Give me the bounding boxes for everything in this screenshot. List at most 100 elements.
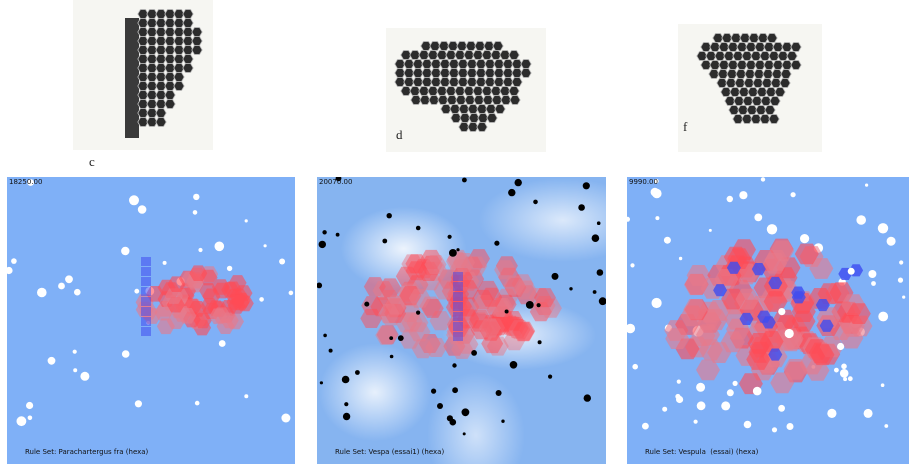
comb-cell <box>182 63 194 73</box>
particle <box>880 383 885 387</box>
particle <box>509 361 518 369</box>
comb-cell <box>762 69 774 79</box>
comb-cell <box>763 60 775 70</box>
particle <box>244 394 249 399</box>
particle <box>696 382 706 392</box>
comb-cell <box>754 60 766 70</box>
particle <box>397 335 404 341</box>
comb-cell-blue <box>768 348 783 361</box>
pillar-cell <box>453 302 463 311</box>
particle <box>514 178 522 187</box>
photo-f <box>678 24 822 152</box>
comb-cell <box>403 77 415 87</box>
comb-cell <box>212 282 231 299</box>
particle <box>596 269 604 276</box>
pillar-cell <box>141 327 151 336</box>
comb-cell <box>771 69 783 79</box>
comb-cell <box>736 60 748 70</box>
comb-cell <box>405 254 428 274</box>
comb-cell <box>477 113 489 123</box>
comb-cell <box>453 253 476 273</box>
particle <box>193 193 200 201</box>
comb-cell <box>500 95 512 105</box>
particle <box>495 390 502 396</box>
comb-cell <box>735 69 747 79</box>
particle <box>462 177 467 183</box>
particle <box>452 387 458 394</box>
particle <box>839 369 849 378</box>
comb-cell-blue <box>739 312 754 325</box>
particle <box>335 232 340 237</box>
comb-cell <box>167 276 186 292</box>
particle <box>11 258 17 264</box>
comb-cell <box>691 325 716 346</box>
particle <box>192 210 198 215</box>
pillar-cell <box>141 287 151 296</box>
particle <box>501 419 505 423</box>
comb-cell <box>483 41 495 51</box>
pillar-cell <box>453 292 463 301</box>
particle <box>655 216 660 221</box>
comb-cell <box>456 41 468 51</box>
particle <box>452 363 457 368</box>
particle <box>525 301 534 309</box>
particle <box>676 379 681 384</box>
comb-cell-blue <box>819 319 834 332</box>
photo-label-f: f <box>683 119 688 134</box>
particle <box>877 223 889 234</box>
comb-cell <box>164 90 176 100</box>
comb-cell <box>439 77 451 87</box>
particle <box>598 297 606 306</box>
particle <box>837 342 845 351</box>
comb-cell <box>231 294 250 311</box>
particle <box>721 401 731 411</box>
particle <box>726 195 733 203</box>
comb-cell <box>447 41 459 51</box>
particle <box>843 377 848 382</box>
rule-set-label: Rule Set: Vespa (essai1) (hexa) <box>335 448 445 456</box>
comb-cell <box>786 51 798 61</box>
comb-cell <box>209 308 228 325</box>
particle <box>446 415 453 422</box>
particle <box>58 282 65 290</box>
comb-cell <box>770 372 795 394</box>
comb-cell <box>173 81 185 91</box>
particle <box>739 191 748 200</box>
particle <box>766 224 778 235</box>
particle <box>627 216 630 222</box>
particle <box>462 432 466 436</box>
particle <box>886 236 896 246</box>
comb-cell <box>155 117 167 127</box>
comb-cell <box>425 338 448 357</box>
particle <box>504 309 509 314</box>
particle <box>868 270 877 278</box>
comb-cell <box>474 41 486 51</box>
particle <box>129 195 139 206</box>
particle <box>856 215 866 225</box>
comb-cell <box>429 41 441 51</box>
particle <box>760 177 766 182</box>
particle <box>884 424 889 428</box>
comb-cell <box>708 69 720 79</box>
comb-cell <box>730 33 742 43</box>
comb-cell <box>408 288 431 308</box>
particle <box>317 282 323 289</box>
comb-cell <box>484 77 496 87</box>
pillar-cell <box>141 297 151 306</box>
particle <box>678 256 683 261</box>
particle <box>847 267 855 275</box>
comb-cell <box>421 77 433 87</box>
comb-cell <box>478 318 501 338</box>
comb-cell <box>718 60 730 70</box>
comb-cell <box>379 278 402 298</box>
particle <box>447 234 452 239</box>
particle <box>508 188 516 197</box>
particle <box>551 272 559 280</box>
comb-cell <box>191 45 203 55</box>
particle <box>431 388 437 394</box>
comb-cell <box>700 60 712 70</box>
comb-cell <box>794 243 819 265</box>
particle <box>800 234 810 244</box>
particle <box>456 248 460 252</box>
comb-cell <box>466 77 478 87</box>
